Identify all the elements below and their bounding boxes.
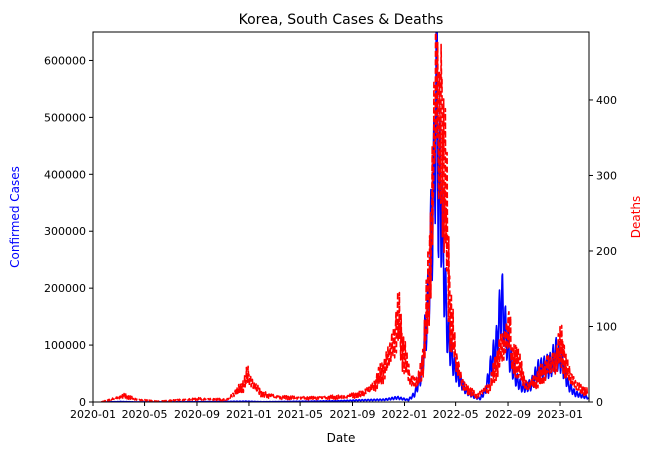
y-right-tick-label: 200 xyxy=(596,245,617,258)
x-axis: 2020-01 2020-05 2020-09 2021-01 2021-05 2021-… xyxy=(70,402,583,421)
x-tick-label: 2022-01 xyxy=(382,408,428,421)
y-right-tick-label: 400 xyxy=(596,94,617,107)
y-left-tick-label: 600000 xyxy=(44,54,86,67)
x-tick-label: 2023-01 xyxy=(537,408,583,421)
chart-title: Korea, South Cases & Deaths xyxy=(239,12,444,28)
x-tick-label: 2021-09 xyxy=(330,408,376,421)
y-left-tick-label: 400000 xyxy=(44,168,86,181)
y-axis-left-label: Confirmed Cases xyxy=(8,166,22,268)
x-axis-label: Date xyxy=(327,431,356,445)
x-tick-label: 2020-05 xyxy=(122,408,168,421)
y-left-tick-label: 500000 xyxy=(44,111,86,124)
y-right-tick-label: 0 xyxy=(596,396,603,409)
y-axis-right-label: Deaths xyxy=(629,196,643,239)
y-right-tick-label: 300 xyxy=(596,169,617,182)
y-axis-right: 0 100 200 300 400 xyxy=(589,94,617,409)
y-left-tick-label: 0 xyxy=(79,396,86,409)
x-tick-label: 2022-09 xyxy=(485,408,531,421)
x-tick-label: 2020-09 xyxy=(174,408,220,421)
y-axis-left: 0 100000 200000 300000 400000 500000 600000 xyxy=(44,54,93,409)
x-tick-label: 2021-05 xyxy=(277,408,323,421)
y-left-tick-label: 200000 xyxy=(44,282,86,295)
x-tick-label: 2021-01 xyxy=(226,408,272,421)
x-tick-label: 2020-01 xyxy=(70,408,116,421)
y-left-tick-label: 100000 xyxy=(44,339,86,352)
deaths-line xyxy=(100,32,589,402)
plot-frame xyxy=(92,31,590,403)
x-tick-label: 2022-05 xyxy=(433,408,479,421)
y-right-tick-label: 100 xyxy=(596,320,617,333)
y-left-tick-label: 300000 xyxy=(44,225,86,238)
